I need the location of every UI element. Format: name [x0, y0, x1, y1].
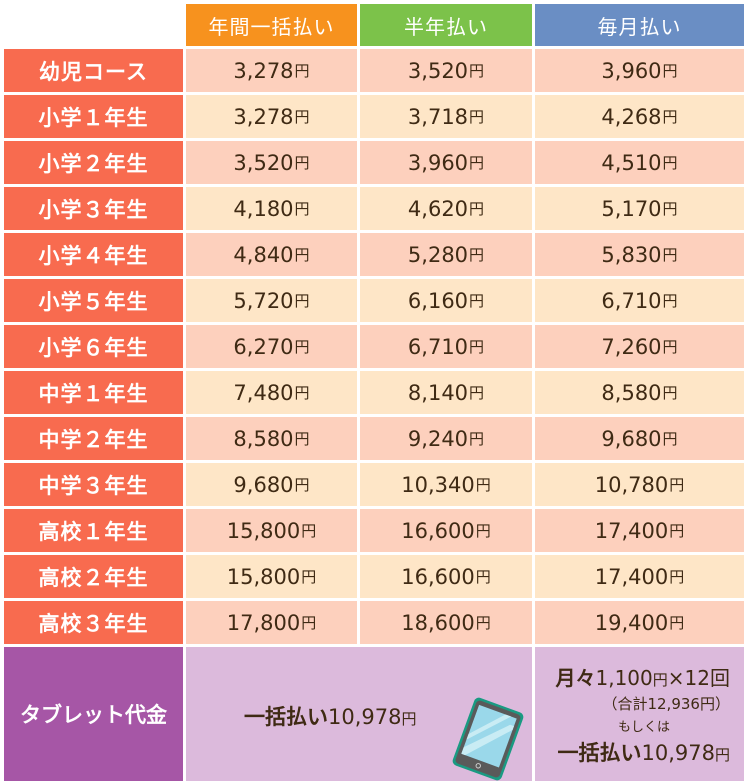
price-annual: 3,520 円 [186, 141, 357, 184]
price-monthly: 19,400 円 [535, 601, 744, 644]
row-label: 中学３年生 [4, 463, 183, 506]
row-label: 小学５年生 [4, 279, 183, 322]
price-annual: 4,180 円 [186, 187, 357, 230]
row-label: 中学１年生 [4, 371, 183, 414]
price-annual: 3,278 円 [186, 95, 357, 138]
row-label: 高校３年生 [4, 601, 183, 644]
row-label: 小学３年生 [4, 187, 183, 230]
tablet-lump-sum-text: 一括払い10,978円 [244, 705, 417, 729]
header-monthly-payment: 毎月払い [535, 4, 744, 46]
price-monthly: 5,170 円 [535, 187, 744, 230]
tablet-total-note: （合計12,936円） [602, 694, 730, 713]
price-monthly: 4,510 円 [535, 141, 744, 184]
tablet-or-text: もしくは [617, 719, 670, 735]
price-monthly: 17,400 円 [535, 555, 744, 598]
price-half-year: 16,600 円 [360, 509, 532, 552]
price-annual: 8,580 円 [186, 417, 357, 460]
price-half-year: 18,600 円 [360, 601, 532, 644]
tablet-alt-lump-sum: 一括払い10,978円 [557, 740, 731, 765]
price-half-year: 8,140 円 [360, 371, 532, 414]
price-monthly: 4,268 円 [535, 95, 744, 138]
price-monthly: 6,710 円 [535, 279, 744, 322]
row-label: 小学２年生 [4, 141, 183, 184]
row-label: 小学１年生 [4, 95, 183, 138]
price-monthly: 8,580 円 [535, 371, 744, 414]
price-annual: 15,800 円 [186, 555, 357, 598]
price-monthly: 10,780 円 [535, 463, 744, 506]
row-label: 小学６年生 [4, 325, 183, 368]
price-half-year: 9,240 円 [360, 417, 532, 460]
tablet-icon [452, 697, 524, 781]
price-monthly: 9,680 円 [535, 417, 744, 460]
price-half-year: 4,620 円 [360, 187, 532, 230]
pricing-table: 年間一括払い 半年払い 毎月払い 幼児コース 3,278 円 3,520 円 3,9… [4, 4, 745, 781]
price-half-year: 16,600 円 [360, 555, 532, 598]
row-label: 小学４年生 [4, 233, 183, 276]
price-annual: 17,800 円 [186, 601, 357, 644]
header-annual-payment: 年間一括払い [186, 4, 357, 46]
tablet-lump-sum-cell: 一括払い10,978円 [186, 647, 532, 781]
price-annual: 15,800 円 [186, 509, 357, 552]
row-label: 中学２年生 [4, 417, 183, 460]
price-monthly: 3,960 円 [535, 49, 744, 92]
price-half-year: 3,718 円 [360, 95, 532, 138]
price-monthly: 5,830 円 [535, 233, 744, 276]
tablet-fee-label: タブレット代金 [4, 647, 183, 781]
price-annual: 5,720 円 [186, 279, 357, 322]
row-label: 高校２年生 [4, 555, 183, 598]
price-annual: 9,680 円 [186, 463, 357, 506]
price-half-year: 6,160 円 [360, 279, 532, 322]
tablet-monthly-cell: 月々1,100円×12回 （合計12,936円） もしくは 一括払い10,978… [535, 647, 744, 781]
price-annual: 6,270 円 [186, 325, 357, 368]
row-label: 高校１年生 [4, 509, 183, 552]
row-label: 幼児コース [4, 49, 183, 92]
price-annual: 4,840 円 [186, 233, 357, 276]
price-half-year: 3,960 円 [360, 141, 532, 184]
price-half-year: 3,520 円 [360, 49, 532, 92]
price-monthly: 17,400 円 [535, 509, 744, 552]
price-annual: 7,480 円 [186, 371, 357, 414]
price-monthly: 7,260 円 [535, 325, 744, 368]
header-corner [4, 4, 183, 46]
price-annual: 3,278 円 [186, 49, 357, 92]
tablet-monthly-installment: 月々1,100円×12回 [555, 665, 731, 690]
price-half-year: 6,710 円 [360, 325, 532, 368]
header-half-year-payment: 半年払い [360, 4, 532, 46]
price-half-year: 5,280 円 [360, 233, 532, 276]
price-half-year: 10,340 円 [360, 463, 532, 506]
